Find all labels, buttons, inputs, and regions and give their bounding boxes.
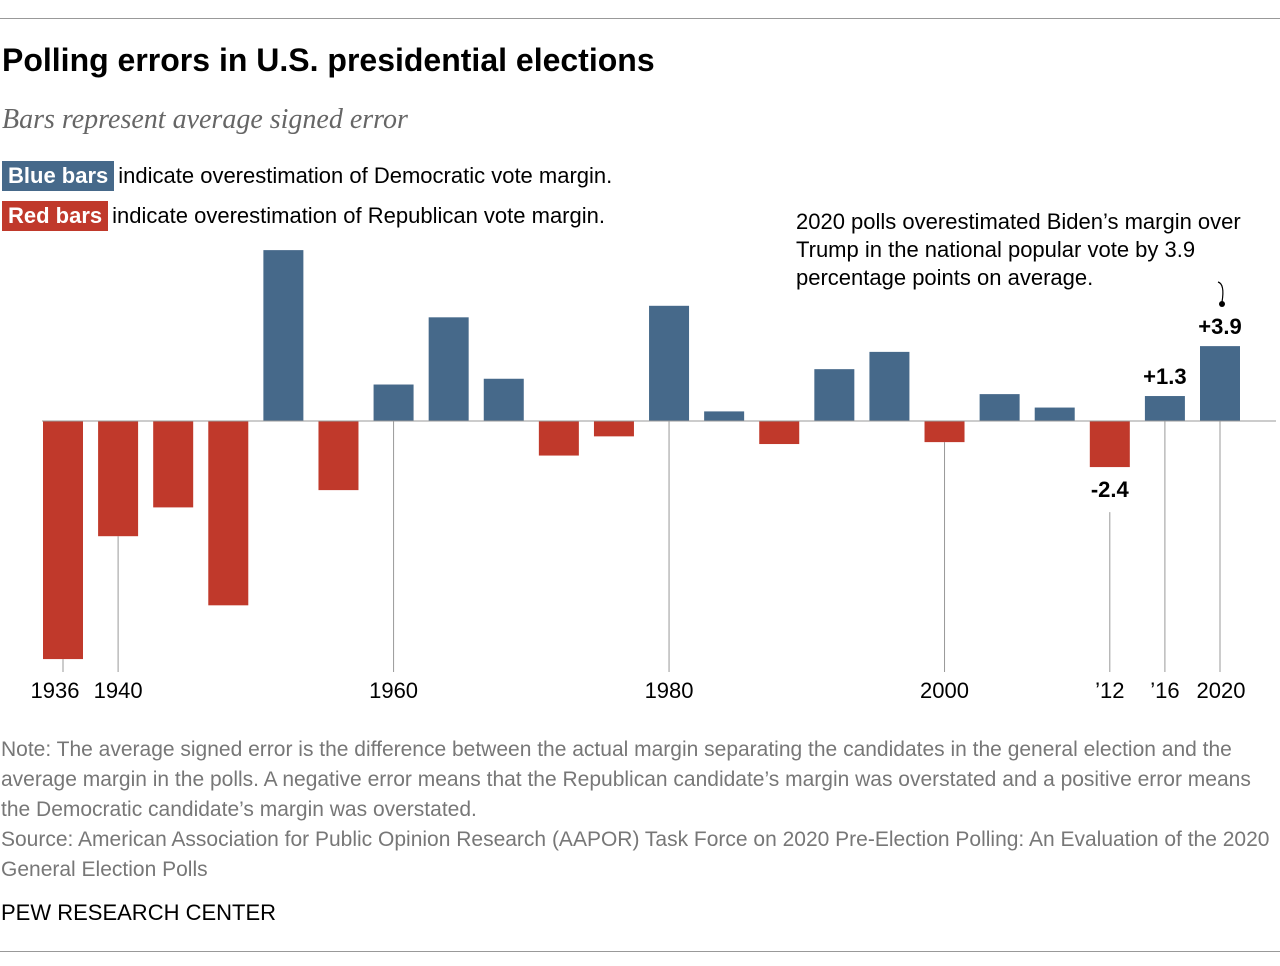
bar-chart: 1936 1940 1960 1980 2000 ’12 ’16 2020 -2.4 +1.3 +3… (31, 250, 1276, 703)
bar-1972 (538, 421, 579, 456)
legend-red-text: indicate overestimation of Republican vo… (112, 203, 605, 228)
top-rule (0, 18, 1280, 19)
data-label-2012: -2.4 (1091, 477, 1130, 502)
annotation: 2020 polls overestimated Biden’s margin … (796, 209, 1241, 290)
bar-2008 (1034, 407, 1075, 421)
chart-subtitle: Bars represent average signed error (2, 104, 408, 135)
bar-1996 (869, 351, 910, 421)
chart-title: Polling errors in U.S. presidential elec… (2, 42, 655, 78)
bar-1992 (814, 369, 855, 421)
x-tick-label-2012: ’12 (1095, 678, 1124, 703)
x-tick-label-1940: 1940 (94, 678, 143, 703)
bar-1976 (593, 421, 634, 437)
credit: PEW RESEARCH CENTER (1, 900, 277, 925)
bar-1940 (98, 421, 139, 537)
legend-blue-swatch: Blue bars (2, 161, 115, 191)
legend-red: Red bars indicate overestimation of Repu… (2, 201, 605, 231)
annotation-dot (1219, 301, 1225, 307)
legend-blue-text: indicate overestimation of Democratic vo… (118, 163, 613, 188)
bar-1980 (649, 305, 690, 421)
x-tick-label-1960: 1960 (369, 678, 418, 703)
bar-2004 (979, 394, 1020, 421)
bar-1944 (153, 421, 194, 508)
bar-1988 (759, 421, 800, 445)
bar-2000 (924, 421, 965, 443)
bar-1956 (318, 421, 359, 491)
bar-1960 (373, 384, 414, 421)
x-tick-label-1936: 1936 (31, 678, 80, 703)
x-tick-label-1980: 1980 (645, 678, 694, 703)
bar-1948 (208, 421, 249, 606)
x-tick-label-2020: 2020 (1197, 678, 1246, 703)
data-label-2020: +3.9 (1198, 314, 1241, 339)
bar-1984 (704, 411, 745, 421)
legend-blue: Blue bars indicate overestimation of Dem… (2, 161, 612, 191)
bar-1964 (428, 317, 469, 421)
bar-2012 (1089, 421, 1130, 468)
bar-1952 (263, 250, 304, 421)
annotation-arrow (1217, 281, 1224, 303)
bar-1936 (43, 421, 83, 660)
legend-red-swatch: Red bars (2, 201, 109, 231)
data-label-2016: +1.3 (1143, 364, 1186, 389)
x-tick-label-2000: 2000 (920, 678, 969, 703)
note: Note: The average signed error is the di… (1, 738, 1251, 821)
bar-2016 (1144, 396, 1185, 421)
bar-2020 (1200, 346, 1240, 421)
x-tick-label-2016: ’16 (1150, 678, 1179, 703)
bottom-rule (0, 951, 1280, 952)
source: Source: American Association for Public … (1, 828, 1270, 881)
bar-1968 (483, 378, 524, 421)
